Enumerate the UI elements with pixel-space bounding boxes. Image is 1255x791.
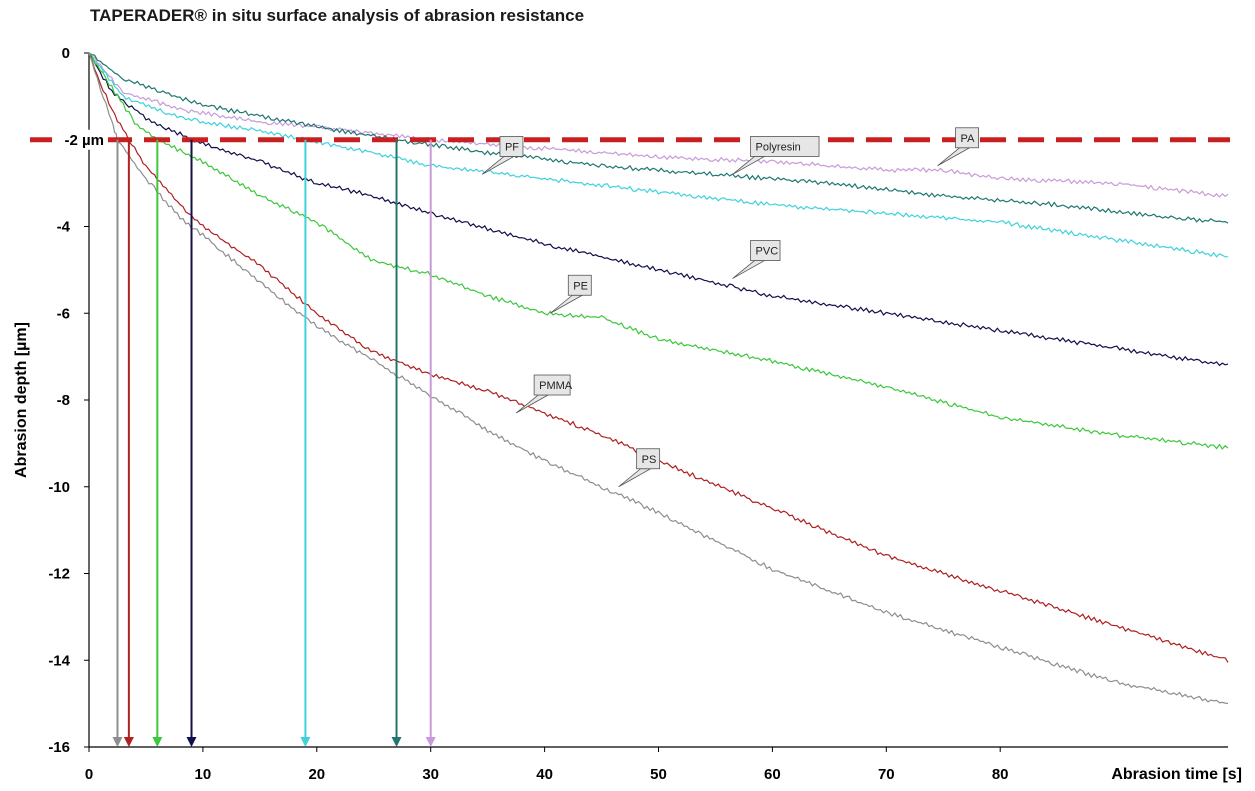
callout-label: PA (961, 133, 976, 145)
y-axis-title: Abrasion depth [µm] (13, 322, 30, 478)
y-tick-label: -6 (57, 305, 70, 322)
y-tick-label: -12 (48, 566, 70, 583)
x-tick-label: 80 (992, 766, 1009, 783)
callout-box (750, 136, 820, 157)
callout-pe: PE (550, 274, 592, 314)
callout-label: Polyresin (756, 141, 801, 153)
callout-pvc: PVC (732, 240, 781, 279)
callout-pointer (550, 294, 584, 314)
callout-pmma: PMMA (515, 374, 573, 414)
callout-ps: PS (618, 448, 661, 488)
callout-pointer (481, 156, 516, 175)
y-tick-label: -4 (57, 219, 71, 236)
x-axis-title: Abrasion time [s] (1111, 766, 1242, 783)
callout-pf: PF (481, 136, 524, 175)
callout-label: PF (505, 141, 519, 153)
series-line-pe (88, 52, 1229, 450)
series-line-polyresin (88, 52, 1229, 224)
callout-label: PS (642, 454, 657, 466)
x-tick-label: 50 (650, 766, 667, 783)
callout-box (750, 240, 781, 261)
series-line-pa (88, 52, 1229, 198)
callout-pointer (618, 468, 653, 488)
x-tick-label: 30 (422, 766, 439, 783)
callout-pointer (732, 260, 767, 279)
x-tick-label: 40 (536, 766, 553, 783)
x-tick-label: 70 (878, 766, 895, 783)
threshold-label: -2 µm (65, 132, 105, 149)
callout-label: PMMA (539, 380, 573, 392)
threshold-label-bg (52, 129, 108, 150)
callout-label: PVC (756, 246, 779, 258)
callout-box (567, 274, 592, 296)
callout-label: PE (573, 280, 588, 292)
series-line-pvc (88, 52, 1229, 367)
callout-box (955, 127, 979, 149)
callout-box (533, 374, 571, 396)
chart-title: TAPERADER® in situ surface analysis of a… (90, 6, 585, 25)
x-tick-label: 20 (308, 766, 325, 783)
y-tick-label: -14 (48, 652, 70, 669)
callout-box (499, 136, 524, 157)
series-line-pmma (88, 52, 1229, 663)
x-tick-label: 0 (85, 766, 93, 783)
y-tick-label: -8 (57, 392, 70, 409)
callout-box (636, 448, 661, 470)
x-tick-label: 60 (764, 766, 781, 783)
x-tick-label: 10 (195, 766, 212, 783)
callout-pa: PA (937, 127, 979, 167)
y-tick-label: -10 (48, 479, 70, 496)
callout-pointer (937, 147, 972, 167)
callout-polyresin: Polyresin (732, 136, 820, 175)
y-tick-label: 0 (62, 45, 70, 62)
series-line-pf (88, 52, 1229, 258)
series-line-ps (88, 52, 1229, 704)
y-tick-label: -16 (48, 739, 70, 756)
